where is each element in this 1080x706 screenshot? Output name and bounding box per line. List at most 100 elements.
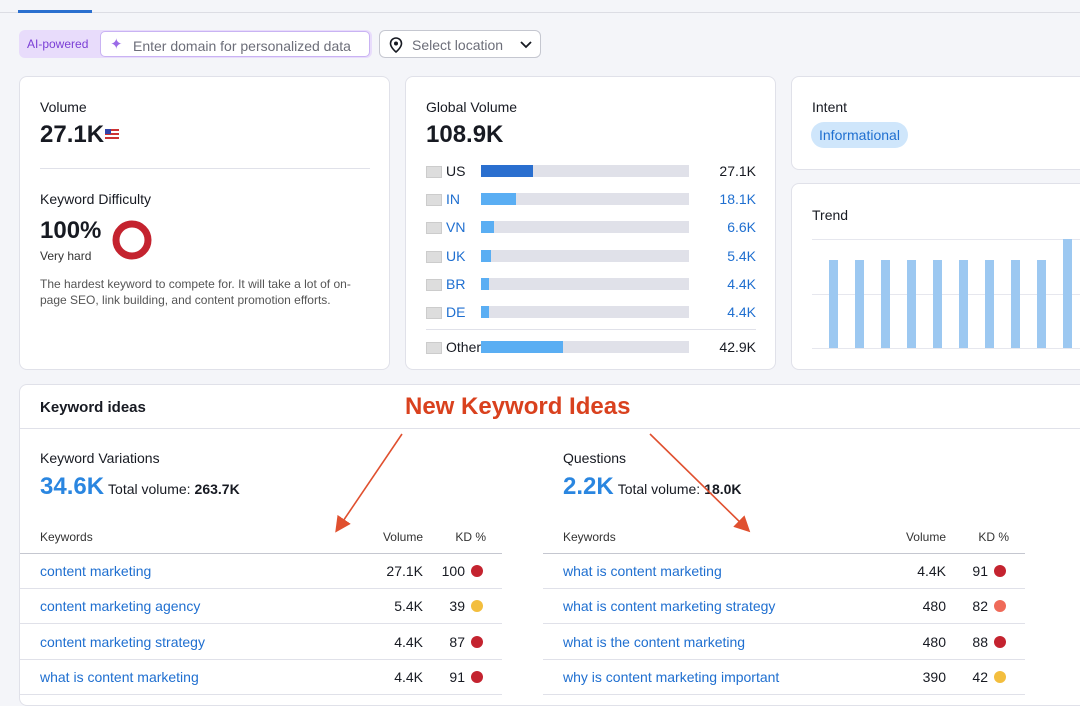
section-label: Questions	[563, 450, 627, 466]
bar	[481, 249, 492, 262]
difficulty-level: Very hard	[40, 249, 92, 263]
bar-track	[481, 193, 689, 206]
kd-dot	[994, 565, 1006, 577]
kd: 100	[441, 563, 465, 579]
volume: 4.4K	[727, 304, 756, 320]
flag	[426, 342, 442, 354]
bar	[481, 221, 494, 234]
trend-bar	[1037, 259, 1046, 348]
kd-dot	[471, 635, 483, 648]
bar-track	[481, 341, 689, 353]
country: Other	[446, 339, 482, 355]
volume: 6.6K	[727, 219, 756, 236]
keyword-link[interactable]: what is content marketing	[563, 563, 722, 579]
trend-bar	[881, 259, 890, 348]
page: AI-powered ✦ Enter domain for personaliz…	[0, 10, 1080, 706]
volume-value: 27.1K	[40, 121, 105, 148]
volume: 27.1K	[386, 563, 423, 579]
bar-track	[481, 277, 689, 290]
country: US	[446, 163, 466, 179]
country: VN	[446, 219, 466, 236]
bar	[481, 165, 533, 177]
flag	[426, 278, 442, 291]
volume: 5.4K	[394, 598, 423, 615]
sparkle-icon: ✦	[110, 36, 123, 53]
divider	[426, 329, 756, 330]
kd-dot	[471, 670, 483, 683]
row-line	[20, 588, 502, 589]
row-line	[543, 658, 1025, 660]
volume: 4.4K	[917, 563, 946, 579]
col-header: Keywords	[563, 530, 616, 544]
volume: 480	[922, 598, 946, 615]
intent-card: Intent Informational	[791, 76, 1080, 170]
total: 18.0K	[704, 481, 742, 497]
intent-badge: Informational	[811, 122, 908, 148]
keyword-link[interactable]: content marketing agency	[40, 598, 201, 615]
volume: 480	[922, 633, 946, 650]
kd: 39	[449, 598, 465, 615]
difficulty-value: 100%	[40, 217, 102, 244]
col-header: Keywords	[40, 530, 93, 544]
keyword-ideas-title: Keyword ideas	[40, 399, 146, 416]
global-volume-label: Global Volume	[426, 99, 518, 115]
keyword-link[interactable]: content marketing	[40, 563, 152, 579]
keyword-link[interactable]: what is content marketing	[40, 668, 199, 685]
pin-icon	[389, 37, 403, 53]
annotation: New Keyword Ideas	[405, 393, 631, 420]
kd-dot	[471, 565, 483, 577]
country: UK	[446, 247, 466, 264]
trend-card: Trend	[791, 183, 1080, 370]
chevron	[520, 41, 532, 49]
grid-line	[812, 239, 1080, 240]
intent-label: Intent	[812, 99, 848, 115]
us-flag	[105, 129, 119, 139]
keyword-link[interactable]: what is content marketing strategy	[563, 598, 776, 615]
volume: 4.4K	[394, 633, 423, 650]
row-line	[543, 623, 1025, 625]
trend-bar	[829, 259, 838, 348]
total-label: Total volume:	[108, 481, 191, 497]
bar	[481, 193, 516, 206]
kd: 82	[972, 598, 988, 615]
bar-track	[481, 306, 689, 318]
col-header: Volume	[905, 530, 946, 544]
divider	[40, 168, 370, 169]
total: 263.7K	[194, 481, 240, 497]
kd: 88	[972, 633, 988, 650]
domain-input[interactable]: ✦ Enter domain for personalized data	[100, 31, 370, 57]
volume: 390	[922, 668, 946, 685]
country: IN	[446, 191, 460, 208]
volume: 27.1K	[719, 163, 756, 179]
trend-bar	[959, 259, 968, 348]
difficulty-label: Keyword Difficulty	[40, 191, 152, 207]
divider	[20, 428, 1080, 429]
trend-label: Trend	[812, 207, 849, 223]
domain-filter[interactable]: AI-powered ✦ Enter domain for personaliz…	[19, 30, 372, 58]
keyword-link[interactable]: content marketing strategy	[40, 633, 205, 650]
country: BR	[446, 275, 466, 292]
flag	[426, 222, 442, 235]
keyword-link[interactable]: why is content marketing important	[563, 668, 780, 685]
row-line	[20, 658, 502, 660]
location-select[interactable]: Select location	[379, 30, 541, 58]
section-total: 2.2K Total volume: 18.0K	[563, 473, 742, 501]
trend-bar	[933, 259, 942, 348]
kd: 87	[449, 633, 465, 650]
kd: 91	[972, 563, 988, 579]
domain-placeholder: Enter domain for personalized data	[133, 38, 351, 54]
bar-track	[481, 249, 689, 262]
bar	[481, 306, 490, 318]
volume: 4.4K	[727, 275, 756, 292]
trend-bar	[855, 259, 864, 348]
volume-card: Volume 27.1K Keyword Difficulty 100% Ver…	[19, 76, 390, 370]
trend-bar	[907, 259, 916, 348]
location-placeholder: Select location	[412, 37, 504, 53]
grid-line	[812, 348, 1080, 349]
grid-line	[812, 294, 1080, 295]
header-line	[543, 553, 1025, 554]
volume-label: Volume	[40, 99, 87, 115]
kd-dot	[471, 600, 483, 613]
count: 34.6K	[40, 473, 105, 500]
keyword-link[interactable]: what is the content marketing	[563, 633, 746, 650]
